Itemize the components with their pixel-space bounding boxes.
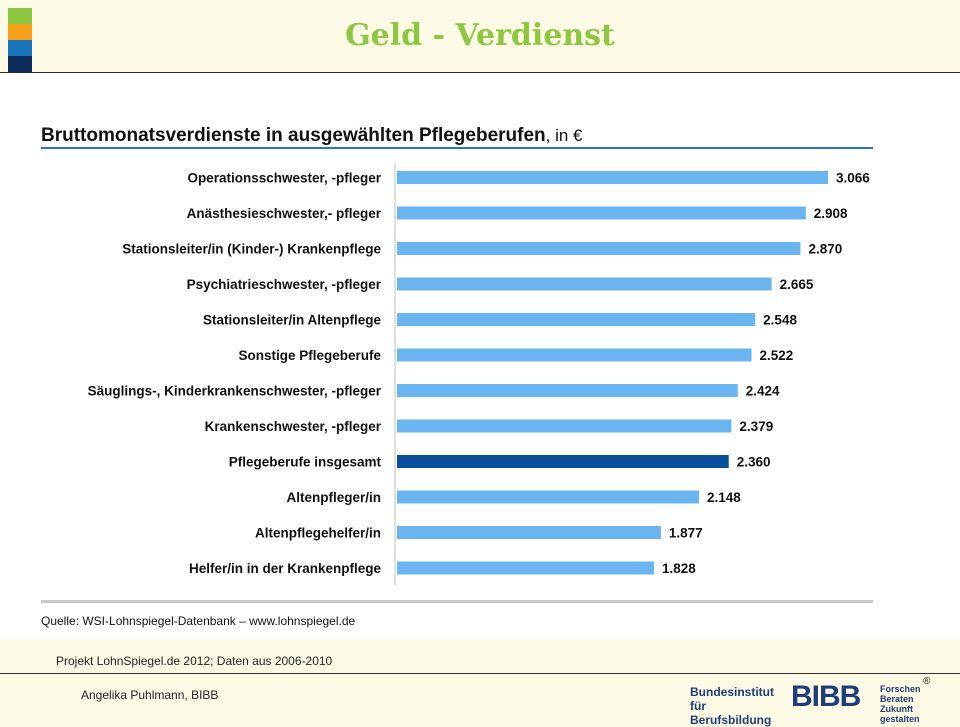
- value-label: 1.877: [669, 526, 703, 541]
- value-label: 2.548: [763, 313, 797, 328]
- logo-tagline-3: Zukunft gestalten: [880, 704, 920, 724]
- accent-orange: [8, 24, 32, 40]
- header-band: [0, 0, 960, 72]
- chart-title: Bruttomonatsverdienste in ausgewählten P…: [41, 125, 583, 146]
- category-label: Anästhesieschwester,- pfleger: [187, 206, 382, 221]
- registered-mark: ®: [923, 676, 931, 687]
- logo-name-line2: für Berufsbildung: [690, 699, 772, 727]
- logo-tagline: Forschen Beraten Zukunft gestalten: [880, 684, 950, 724]
- footer-divider: [0, 673, 960, 674]
- footer-band: [0, 639, 960, 720]
- bar: [397, 277, 772, 291]
- bar: [397, 384, 738, 397]
- bar-group: Operationsschwester, -pfleger 3.066 Anästh…: [88, 171, 871, 577]
- chart-title-underline: [41, 147, 873, 149]
- source-divider: [41, 600, 873, 603]
- bar: [397, 313, 756, 326]
- chart-source: Quelle: WSI-Lohnspiegel-Datenbank – www.…: [41, 614, 356, 628]
- category-label: Sonstige Pflegeberufe: [238, 348, 381, 363]
- accent-navy: [8, 56, 32, 72]
- value-label: 2.360: [737, 455, 771, 470]
- logo-tagline-2: Beraten: [880, 694, 914, 704]
- accent-green: [8, 8, 32, 24]
- footer-note: Projekt LohnSpiegel.de 2012; Daten aus 2…: [56, 654, 333, 668]
- value-label: 1.828: [662, 561, 696, 576]
- chart-title-unit: , in €: [546, 126, 583, 145]
- value-label: 2.665: [780, 277, 814, 292]
- category-label: Altenpfleger/in: [286, 490, 381, 505]
- accent-color-strip: [8, 8, 32, 72]
- bar: [397, 206, 806, 220]
- category-label: Stationsleiter/in Altenpflege: [203, 313, 382, 328]
- bar: [397, 242, 801, 255]
- logo-institute-name: Bundesinstitut für Berufsbildung: [690, 685, 788, 727]
- bar: [397, 171, 828, 184]
- bar: [397, 490, 699, 504]
- author-name: Angelika Puhlmann, BIBB: [81, 688, 219, 702]
- category-label: Säuglings-, Kinderkrankenschwester, -pfl…: [88, 384, 382, 399]
- value-label: 3.066: [836, 171, 870, 186]
- bar: [397, 348, 752, 362]
- chart-area: Bruttomonatsverdienste in ausgewählten P…: [0, 73, 960, 639]
- value-label: 2.870: [808, 242, 842, 257]
- accent-blue: [8, 40, 32, 56]
- category-label: Pflegeberufe insgesamt: [229, 455, 382, 470]
- category-label: Operationsschwester, -pfleger: [187, 171, 381, 186]
- chart-title-main: Bruttomonatsverdienste in ausgewählten P…: [41, 125, 546, 146]
- bar: [397, 419, 732, 433]
- logo-name-line1: Bundesinstitut: [690, 685, 774, 699]
- value-label: 2.424: [746, 384, 780, 399]
- category-label: Krankenschwester, -pfleger: [205, 419, 382, 434]
- logo-tagline-1: Forschen: [880, 684, 921, 694]
- category-label: Psychiatrieschwester, -pfleger: [187, 277, 382, 292]
- value-label: 2.379: [739, 419, 773, 434]
- bar-chart: Bruttomonatsverdienste in ausgewählten P…: [41, 125, 873, 628]
- slide-title: Geld - Verdienst: [345, 18, 615, 53]
- value-label: 2.908: [814, 206, 848, 221]
- logo-mark: BIBB: [791, 680, 861, 713]
- value-label: 2.148: [707, 490, 741, 505]
- category-label: Helfer/in in der Krankenpflege: [189, 561, 382, 576]
- bar: [397, 526, 661, 539]
- category-label: Altenpflegehelfer/in: [255, 526, 381, 541]
- value-label: 2.522: [760, 348, 794, 363]
- bar-highlight: [397, 455, 729, 468]
- category-label: Stationsleiter/in (Kinder-) Krankenpfleg…: [122, 242, 381, 257]
- bar: [397, 561, 654, 575]
- header-divider: [0, 72, 960, 73]
- bibb-logo: Bundesinstitut für Berufsbildung BIBB Fo…: [690, 676, 950, 727]
